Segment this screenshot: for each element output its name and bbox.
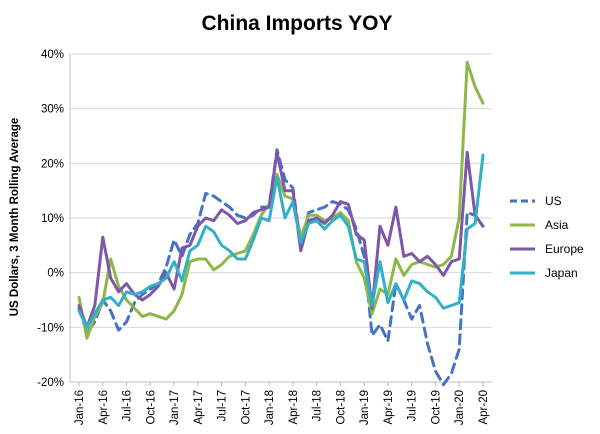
legend-label-asia: Asia (545, 218, 569, 232)
y-tick-label: 10% (41, 213, 64, 225)
x-tick-label: Jan-16 (74, 390, 86, 425)
legend: US Asia Europe Japan (510, 194, 584, 280)
x-tick-label: Jul-19 (407, 390, 419, 421)
series-line-japan (77, 153, 485, 329)
x-tick-labels: Jan-16 Apr-16 Jul-16 Oct-16 Jan-17 Apr-17 Jul-… (74, 390, 490, 425)
y-axis-label: US Dollars, 3 Month Rolling Average (9, 118, 21, 317)
x-tick-label: Jul-17 (217, 390, 229, 421)
x-tick-label: Apr-20 (478, 390, 490, 425)
legend-label-europe: Europe (545, 242, 584, 256)
x-tick-label: Jul-18 (312, 390, 324, 421)
y-tick-label: -20% (37, 377, 64, 389)
series-line-asia (77, 60, 485, 340)
axes (69, 54, 492, 386)
grid-lines (70, 53, 492, 383)
y-tick-label: 40% (41, 49, 64, 61)
x-tick-label: Apr-16 (98, 390, 110, 425)
y-tick-label: 30% (41, 104, 64, 116)
y-tick-labels: -20% -10% 0% 10% 20% 30% 40% (37, 49, 64, 389)
series-lines (77, 60, 485, 387)
x-tick-label: Apr-19 (383, 390, 395, 425)
y-tick-label: -10% (37, 322, 64, 334)
series-line-europe (77, 150, 485, 329)
x-tick-label: Apr-17 (193, 390, 205, 425)
x-tick-label: Apr-18 (288, 390, 300, 425)
x-tick-label: Oct-18 (335, 390, 347, 425)
x-tick-label: Jul-16 (122, 390, 134, 421)
x-tick-label: Oct-16 (145, 390, 157, 425)
x-tick-label: Oct-17 (240, 390, 252, 425)
x-tick-label: Jan-17 (169, 390, 181, 425)
x-tick-label: Jan-19 (359, 390, 371, 425)
y-tick-label: 0% (47, 268, 64, 280)
y-tick-label: 20% (41, 158, 64, 170)
x-tick-label: Oct-19 (430, 390, 442, 425)
legend-label-japan: Japan (545, 266, 578, 280)
x-tick-label: Jan-18 (264, 390, 276, 425)
x-tick-label: Jan-20 (454, 390, 466, 425)
legend-label-us: US (545, 194, 562, 208)
chart-title: China Imports YOY (202, 12, 393, 35)
